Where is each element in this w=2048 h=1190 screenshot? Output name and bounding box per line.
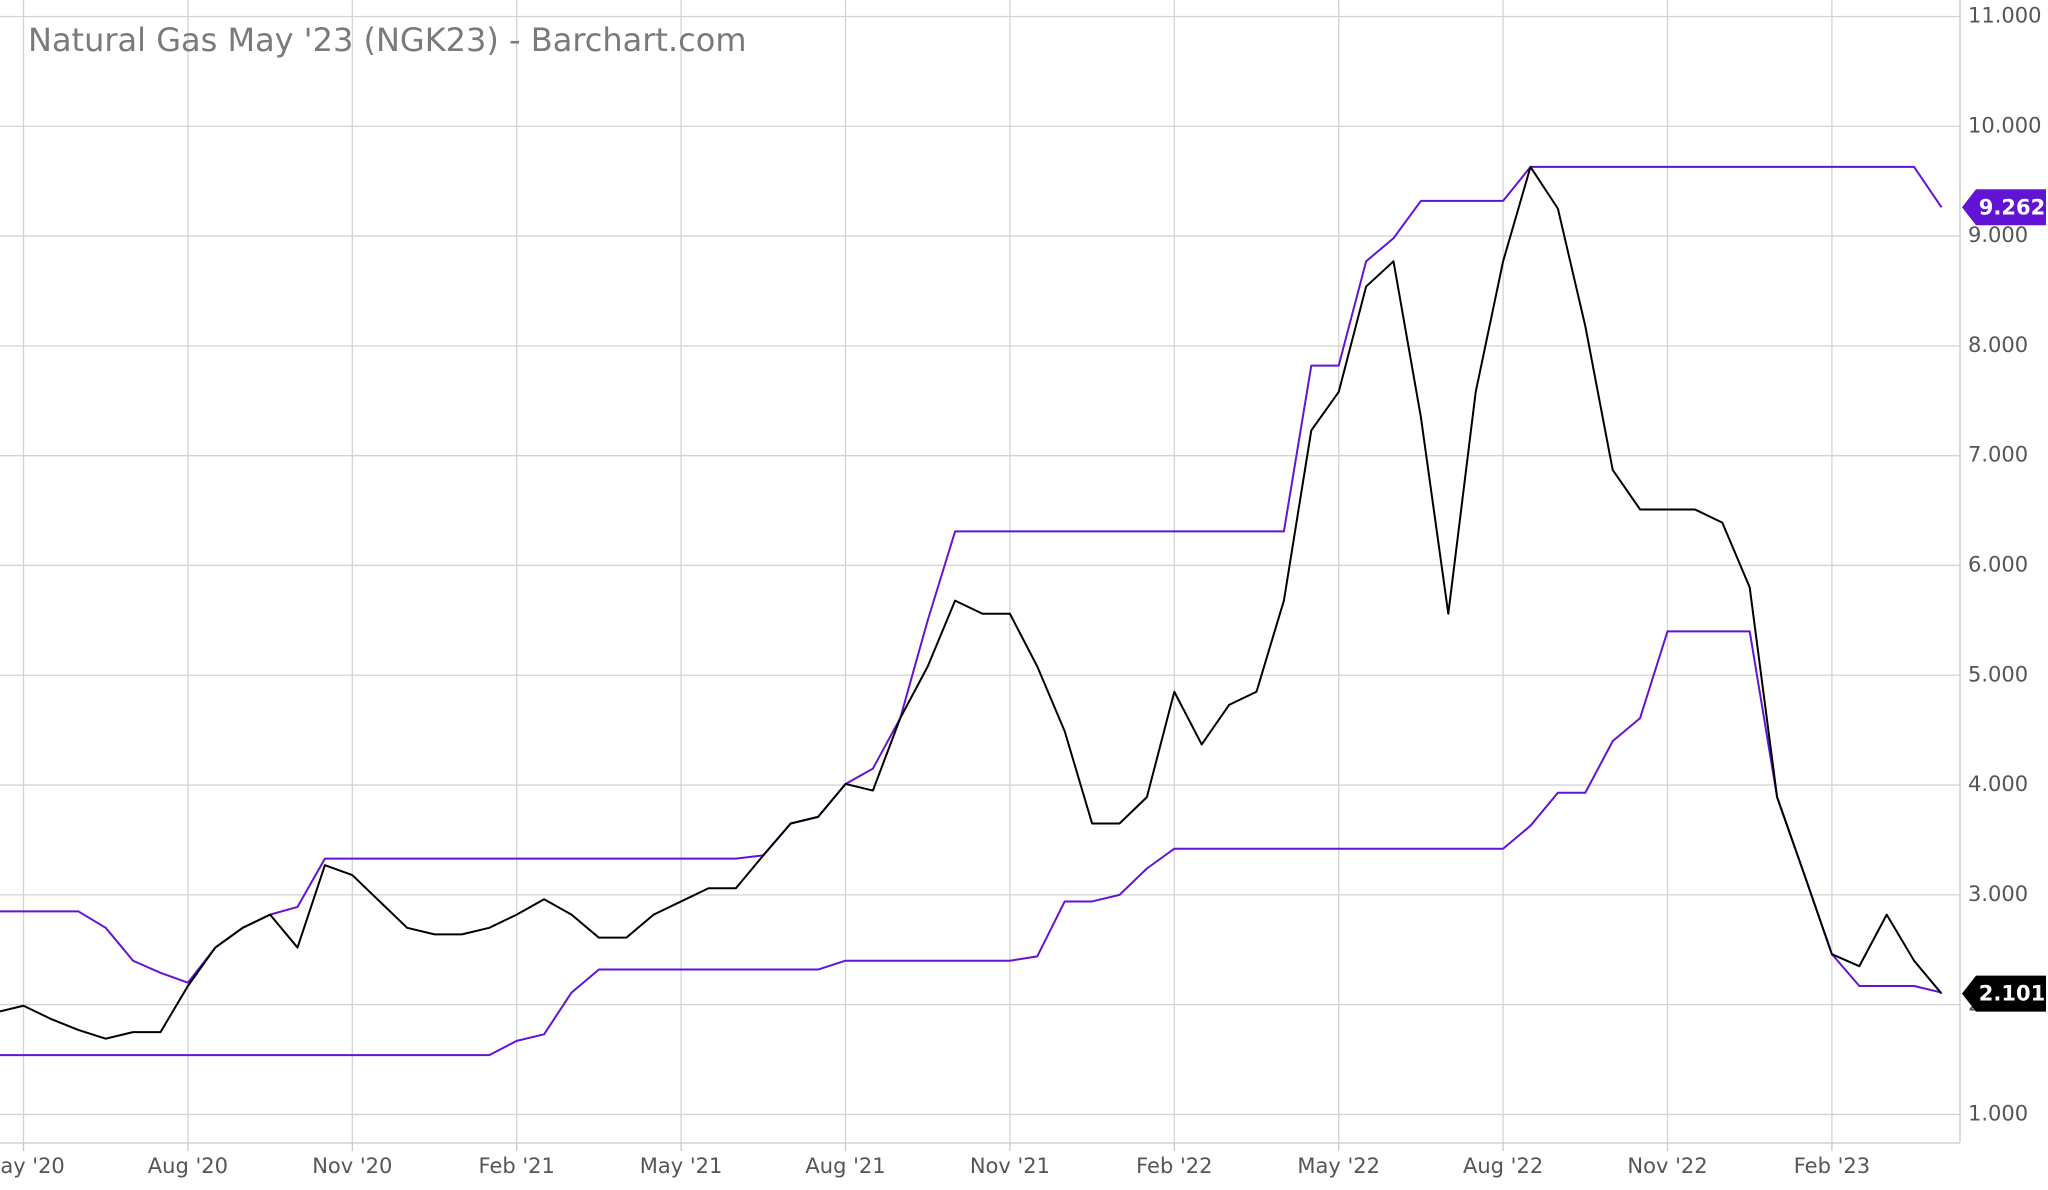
chart-title: Natural Gas May '23 (NGK23) - Barchart.c…	[28, 21, 746, 59]
series-line	[0, 165, 1943, 984]
x-tick-label: May '21	[640, 1154, 723, 1178]
series-line	[0, 165, 1943, 1040]
y-tick-label: 3.000	[1968, 882, 2028, 906]
x-tick-label: Nov '22	[1627, 1154, 1707, 1178]
y-tick-label: 11.000	[1968, 3, 2041, 27]
series-lines	[0, 165, 1943, 1057]
x-tick-label: Aug '20	[148, 1154, 228, 1178]
y-tick-label: 6.000	[1968, 552, 2028, 576]
x-tick-label: Nov '21	[970, 1154, 1050, 1178]
price-badge-label: 2.101	[1979, 982, 2045, 1006]
series-line	[0, 630, 1942, 1057]
x-tick-label: May '22	[1297, 1154, 1380, 1178]
x-tick-label: Feb '21	[479, 1154, 555, 1178]
y-tick-label: 4.000	[1968, 772, 2028, 796]
y-tick-label: 7.000	[1968, 443, 2028, 467]
y-tick-label: 1.000	[1968, 1101, 2028, 1125]
y-tick-label: 8.000	[1968, 333, 2028, 357]
y-tick-label: 10.000	[1968, 113, 2041, 137]
price-badge-label: 9.262	[1979, 195, 2045, 219]
x-tick-label: Feb '22	[1136, 1154, 1212, 1178]
x-tick-label: Nov '20	[312, 1154, 392, 1178]
x-tick-label: May '20	[0, 1154, 65, 1178]
price-badge	[1962, 975, 2046, 1012]
y-tick-label: 9.000	[1968, 223, 2028, 247]
x-tick-label: Aug '22	[1463, 1154, 1543, 1178]
grid	[0, 0, 1960, 1143]
y-tick-label: 5.000	[1968, 662, 2028, 686]
x-tick-label: Feb '23	[1794, 1154, 1870, 1178]
axis-labels: 1.0002.0003.0004.0005.0006.0007.0008.000…	[0, 3, 2046, 1178]
x-tick-label: Aug '21	[805, 1154, 885, 1178]
price-badge	[1962, 189, 2046, 226]
